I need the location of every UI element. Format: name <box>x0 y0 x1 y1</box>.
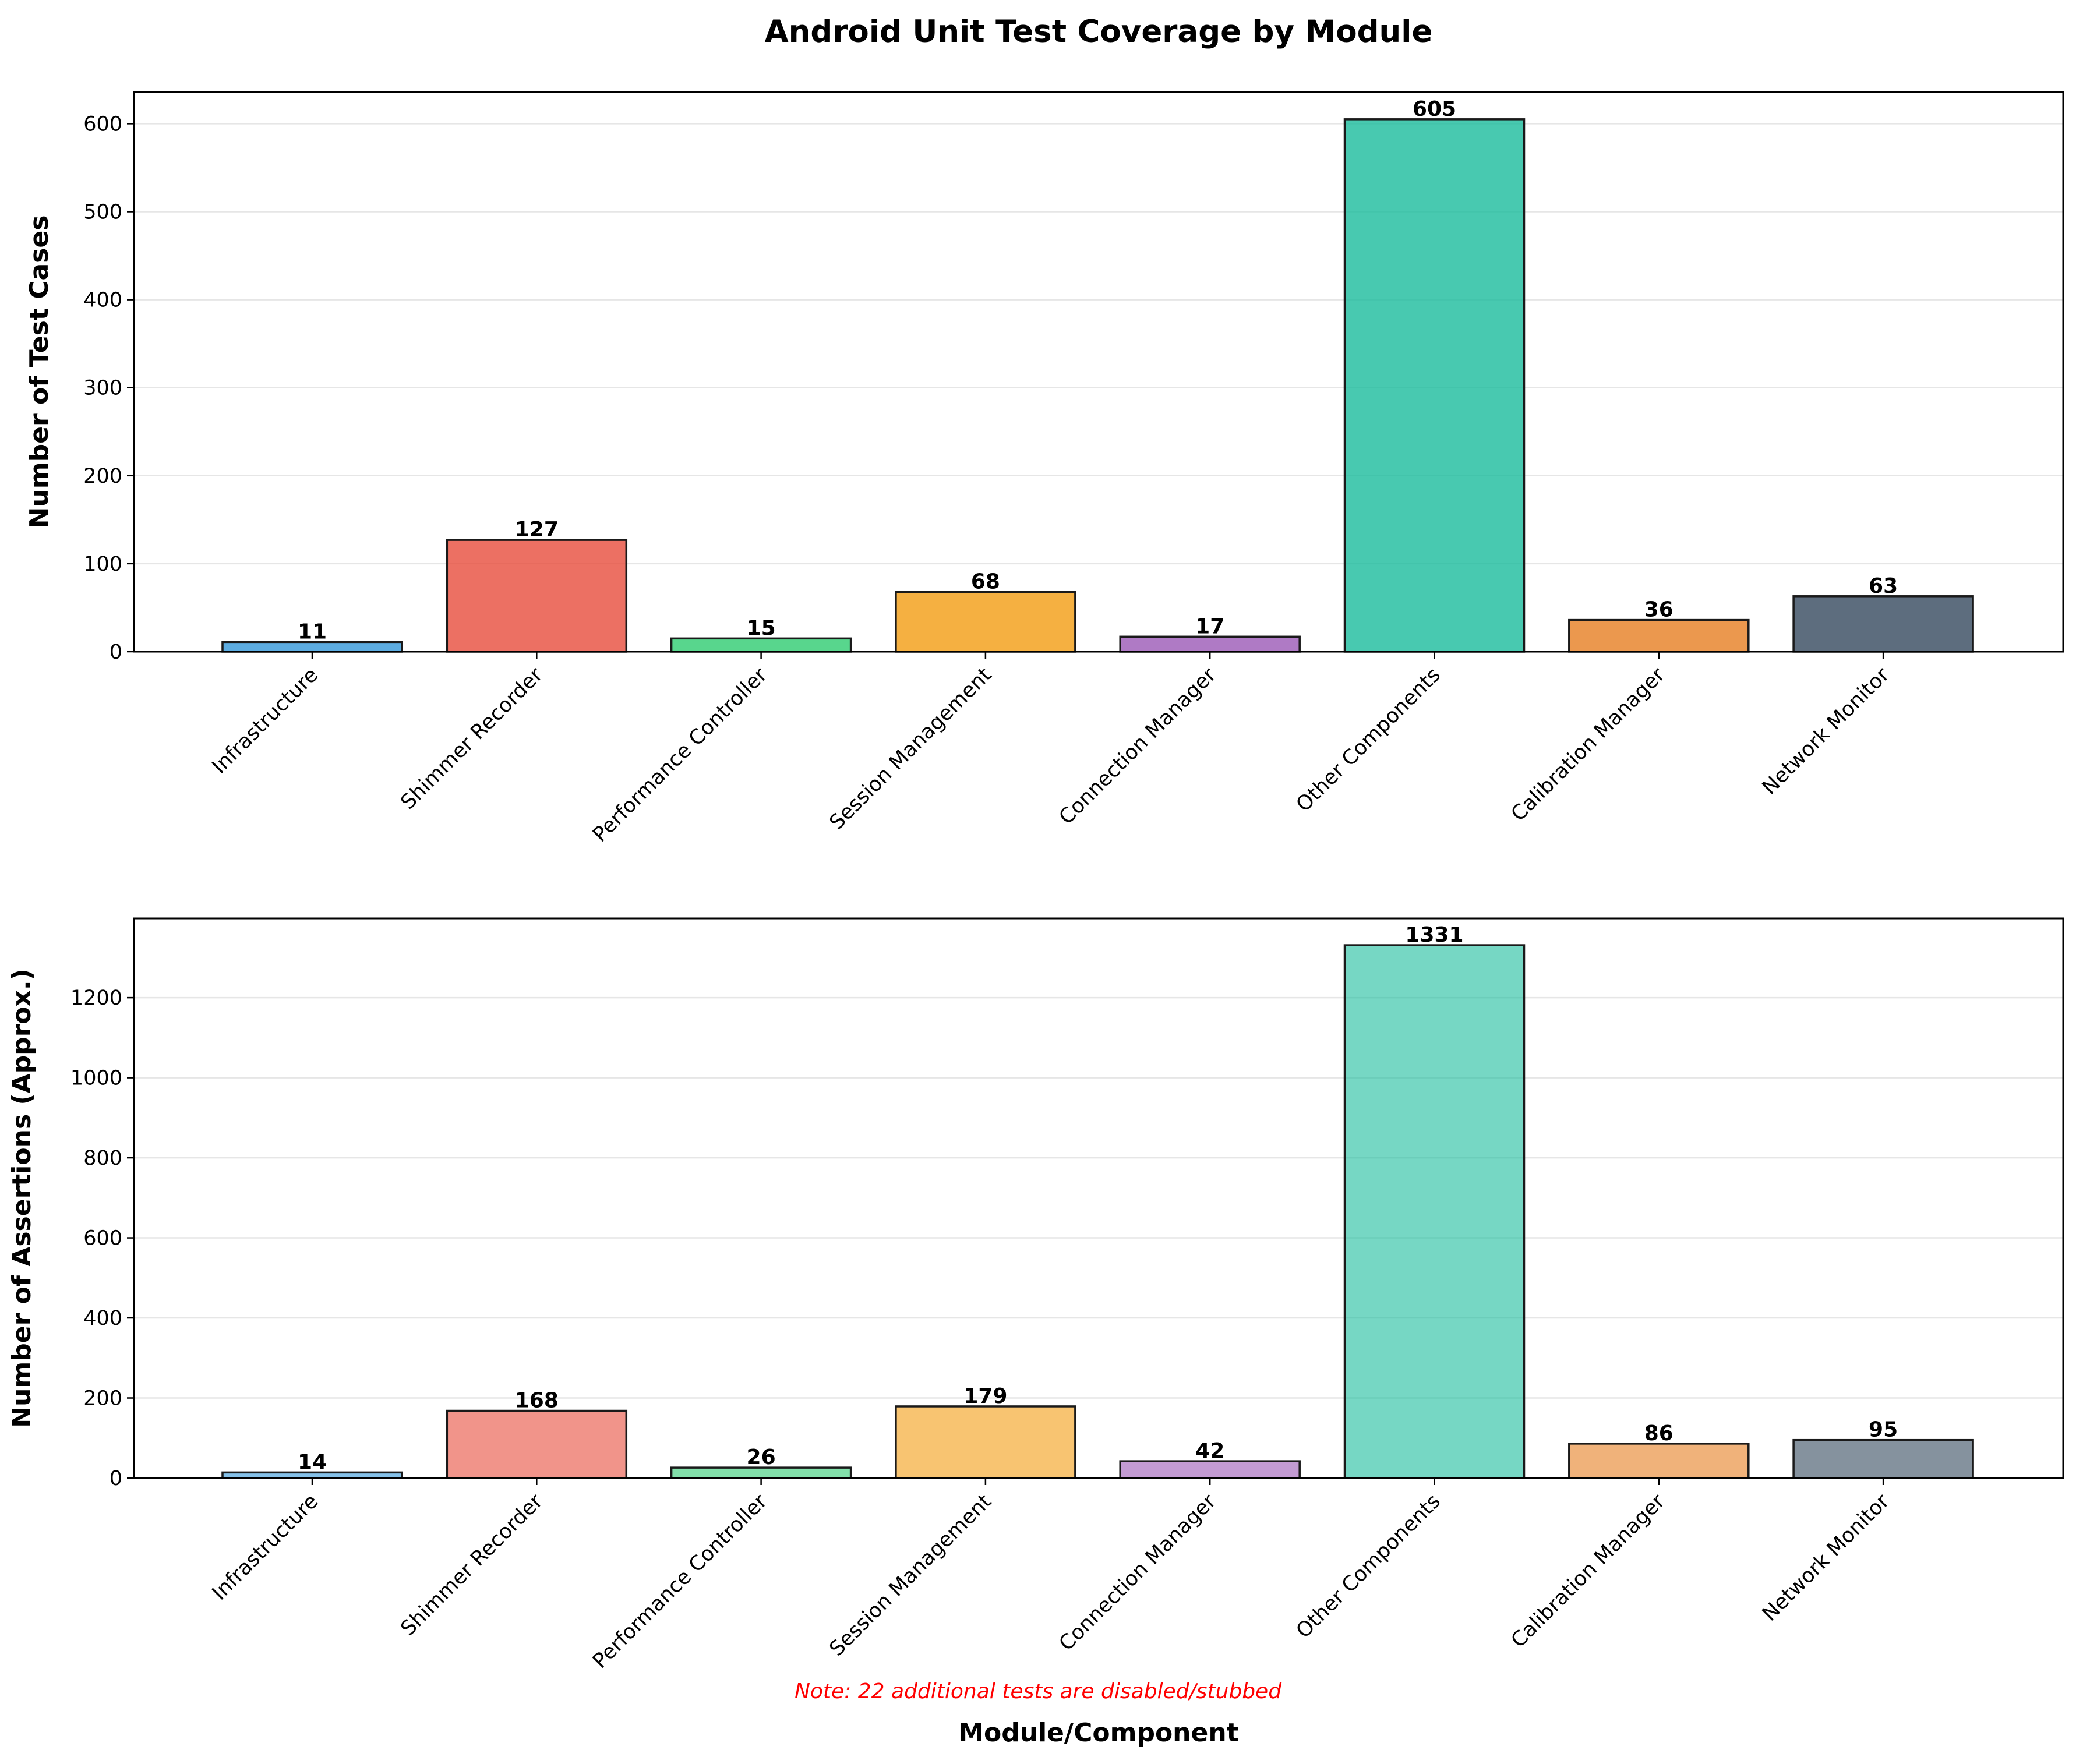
bar-network-monitor <box>1792 595 1974 653</box>
y-tick-label: 400 <box>83 1307 122 1330</box>
value-label: 42 <box>1195 1439 1224 1463</box>
bar-other-components <box>1343 944 1526 1479</box>
y-tick-label: 600 <box>83 1227 122 1250</box>
x-tick-label: Shimmer Recorder <box>397 663 548 814</box>
chart-title: Android Unit Test Coverage by Module <box>765 14 1433 50</box>
y-axis-label: Number of Test Cases <box>24 215 54 529</box>
x-tick-label: Calibration Manager <box>1507 663 1670 826</box>
bar-network-monitor <box>1792 1438 1974 1479</box>
x-tick-label: Session Management <box>825 663 997 835</box>
y-axis-label: Number of Assertions (Approx.) <box>7 968 37 1427</box>
value-label: 168 <box>515 1389 559 1413</box>
value-label: 95 <box>1869 1418 1898 1442</box>
value-label: 63 <box>1869 574 1898 598</box>
y-tick-label: 100 <box>83 553 122 576</box>
x-tick-label: Connection Manager <box>1055 1490 1221 1656</box>
x-tick-label: Connection Manager <box>1055 663 1221 829</box>
y-tick-label: 0 <box>110 1467 122 1490</box>
x-tick-label: Performance Controller <box>588 663 772 847</box>
x-tick-label: Network Monitor <box>1758 663 1894 800</box>
x-tick-label: Infrastructure <box>208 1490 323 1605</box>
x-tick-label: Performance Controller <box>588 1490 772 1673</box>
value-label: 11 <box>298 620 327 644</box>
x-tick-label: Calibration Manager <box>1507 1490 1670 1653</box>
y-tick-label: 1200 <box>70 987 122 1010</box>
plot-frame <box>133 91 2064 653</box>
value-label: 86 <box>1644 1422 1673 1445</box>
y-tick-label: 0 <box>110 641 122 664</box>
value-label: 26 <box>747 1445 776 1469</box>
bar-calibration-manager <box>1568 1443 1750 1479</box>
y-tick-label: 400 <box>83 289 122 312</box>
y-tick-label: 200 <box>83 1387 122 1411</box>
x-tick-label: Shimmer Recorder <box>397 1490 548 1641</box>
value-label: 36 <box>1644 598 1673 622</box>
bar-shimmer-recorder <box>446 539 628 653</box>
value-label: 1331 <box>1405 923 1463 947</box>
footnote: Note: 22 additional tests are disabled/s… <box>795 1680 1282 1703</box>
value-label: 17 <box>1195 614 1224 638</box>
panel-assertions: 0 200 400 600 800 1000 1200 14 168 26 179 42 1331 86 9… <box>7 917 2064 1673</box>
bar-connection-manager <box>1119 635 1301 653</box>
y-tick-label: 500 <box>83 200 122 224</box>
x-axis-label: Module/Component <box>958 1718 1238 1748</box>
y-tick-label: 300 <box>83 377 122 400</box>
value-label: 68 <box>971 570 1000 593</box>
value-label: 127 <box>515 518 559 542</box>
bar-other-components <box>1343 118 1526 653</box>
bar-session-management <box>895 591 1076 653</box>
x-tick-label: Other Components <box>1292 1490 1445 1643</box>
x-tick-label: Network Monitor <box>1758 1490 1894 1626</box>
y-tick-label: 600 <box>83 112 122 136</box>
value-label: 15 <box>747 616 776 640</box>
x-tick-label: Infrastructure <box>208 663 323 779</box>
y-tick-label: 800 <box>83 1147 122 1170</box>
panel-test-cases: 0 100 200 300 400 500 600 11 127 15 68 17 605 36 63 Inf… <box>24 91 2064 847</box>
x-tick-label: Session Management <box>825 1490 997 1661</box>
y-tick-label: 200 <box>83 465 122 488</box>
bar-performance-controller <box>670 637 852 653</box>
x-tick-label: Other Components <box>1292 663 1445 816</box>
value-label: 605 <box>1413 97 1456 121</box>
y-tick-label: 1000 <box>70 1067 122 1090</box>
value-label: 179 <box>963 1384 1007 1408</box>
plot-frame <box>133 917 2064 1479</box>
bar-shimmer-recorder <box>446 1409 628 1479</box>
bar-connection-manager <box>1119 1460 1301 1479</box>
bar-session-management <box>895 1405 1076 1479</box>
value-label: 14 <box>298 1450 327 1474</box>
bar-calibration-manager <box>1568 618 1750 653</box>
